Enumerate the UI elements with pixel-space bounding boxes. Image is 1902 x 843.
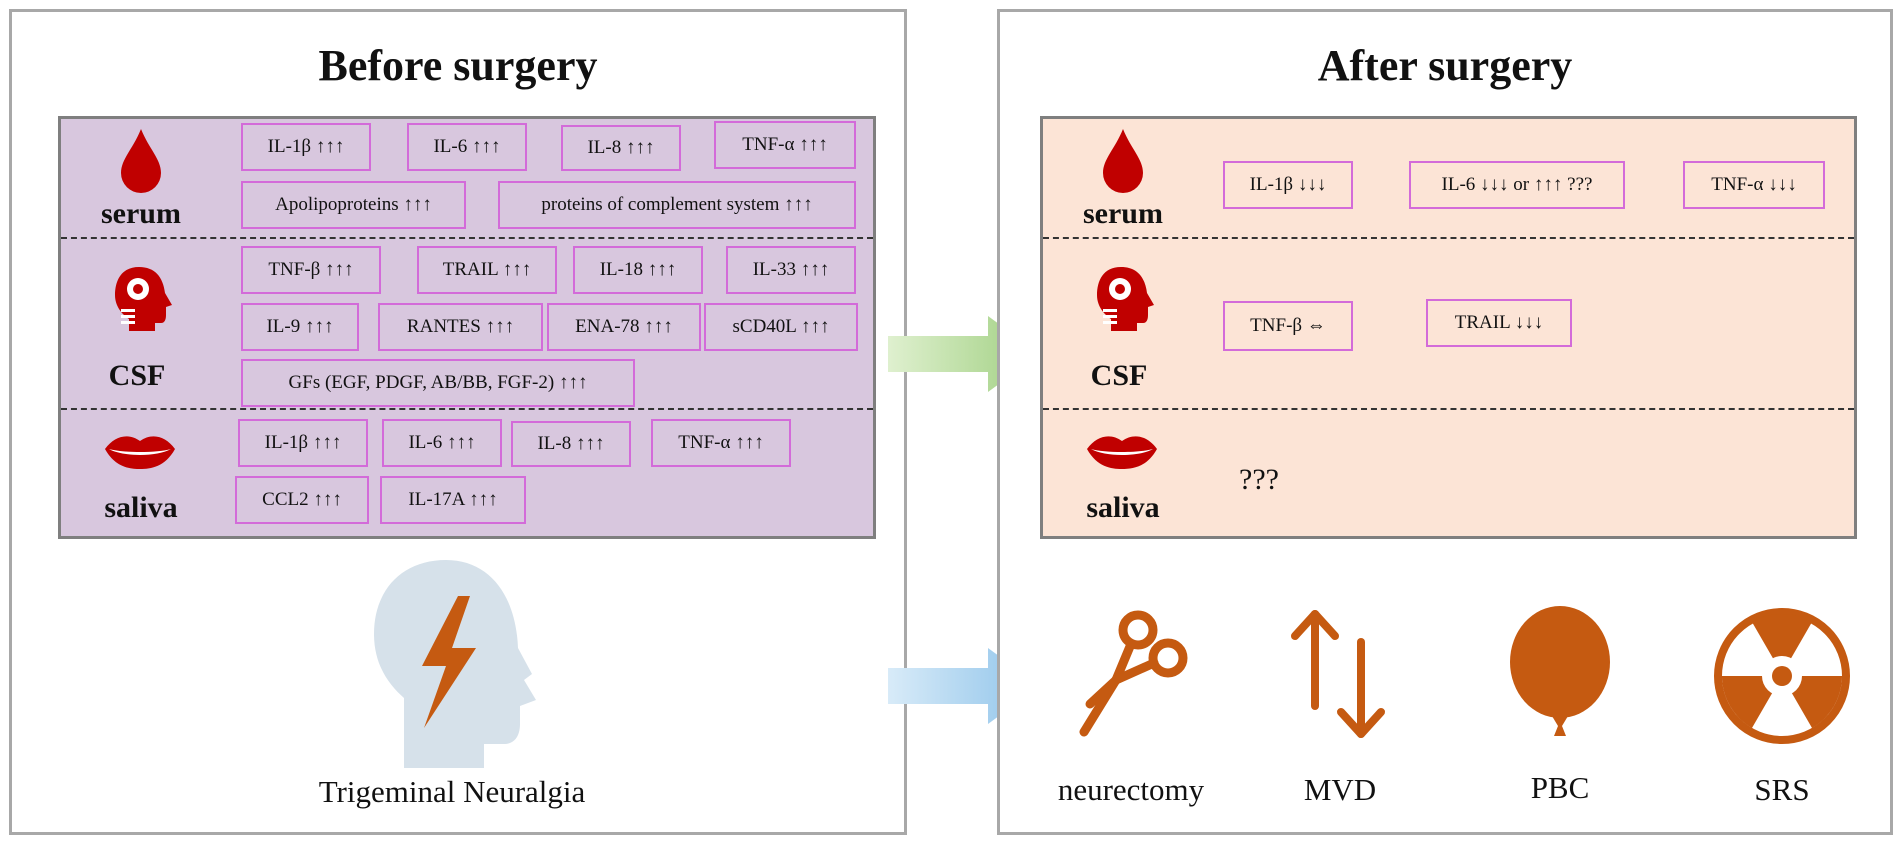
csf-label: CSF <box>1090 359 1148 392</box>
row-divider <box>61 408 873 410</box>
csf-tag: IL-33 ↑↑↑ <box>726 246 856 294</box>
serum-tag: TNF-α ↑↑↑ <box>714 121 856 169</box>
before-surgery-panel: Before surgery serum IL-1β ↑↑↑ IL-6 ↑↑↑ … <box>9 9 907 835</box>
serum-tag: IL-1β ↓↓↓ <box>1223 161 1353 209</box>
csf-tag: ENA-78 ↑↑↑ <box>547 303 701 351</box>
head-icon <box>115 267 172 331</box>
csf-tag: TRAIL ↓↓↓ <box>1426 299 1572 347</box>
saliva-tag: IL-6 ↑↑↑ <box>382 419 502 467</box>
condition-label: Trigeminal Neuralgia <box>318 774 586 809</box>
scissors-icon <box>1079 610 1188 737</box>
csf-tag: IL-9 ↑↑↑ <box>241 303 359 351</box>
serum-tag: Apolipoproteins ↑↑↑ <box>241 181 466 229</box>
row-divider <box>61 237 873 239</box>
procedure-label: SRS <box>1754 772 1810 807</box>
saliva-unknown: ??? <box>1239 463 1279 496</box>
csf-tag: IL-18 ↑↑↑ <box>573 246 703 294</box>
before-title: Before surgery <box>318 41 598 90</box>
serum-tag: TNF-α ↓↓↓ <box>1683 161 1825 209</box>
row-divider <box>1043 408 1854 410</box>
after-biomarker-table: serum IL-1β ↓↓↓ IL-6 ↓↓↓ or ↑↑↑ ??? TNF-… <box>1040 116 1857 539</box>
csf-tag: TNF-β ⇔ <box>1223 301 1353 351</box>
saliva-tag: TNF-α ↑↑↑ <box>651 419 791 467</box>
lips-icon <box>105 436 175 469</box>
csf-tag: RANTES ↑↑↑ <box>378 303 543 351</box>
serum-tag: IL-1β ↑↑↑ <box>241 123 371 171</box>
radiation-icon <box>1714 608 1850 744</box>
before-biomarker-table: serum IL-1β ↑↑↑ IL-6 ↑↑↑ IL-8 ↑↑↑ TNF-α … <box>58 116 876 539</box>
saliva-label: saliva <box>104 491 178 524</box>
serum-label: serum <box>1083 197 1163 230</box>
saliva-label: saliva <box>1086 491 1160 524</box>
procedure-label: neurectomy <box>1057 772 1205 807</box>
blood-drop-icon <box>1103 129 1143 193</box>
procedure-label: MVD <box>1303 772 1377 807</box>
head-lightning-icon <box>374 560 536 768</box>
serum-tag: IL-6 ↓↓↓ or ↑↑↑ ??? <box>1409 161 1625 209</box>
serum-tag: IL-8 ↑↑↑ <box>561 125 681 171</box>
up-down-arrows-icon <box>1291 610 1385 738</box>
balloon-icon <box>1510 606 1610 736</box>
saliva-tag: IL-1β ↑↑↑ <box>238 419 368 467</box>
saliva-tag: CCL2 ↑↑↑ <box>235 476 369 524</box>
after-title: After surgery <box>1317 41 1573 90</box>
saliva-tag: IL-8 ↑↑↑ <box>511 421 631 467</box>
saliva-tag: IL-17A ↑↑↑ <box>380 476 526 524</box>
lips-icon <box>1087 436 1157 469</box>
after-surgery-panel: After surgery serum IL-1β ↓↓↓ IL-6 ↓↓↓ o… <box>997 9 1893 835</box>
head-icon <box>1097 267 1154 331</box>
serum-tag: IL-6 ↑↑↑ <box>407 123 527 171</box>
blood-drop-icon <box>121 129 161 193</box>
csf-tag: GFs (EGF, PDGF, AB/BB, FGF-2) ↑↑↑ <box>241 359 635 407</box>
row-divider <box>1043 237 1854 239</box>
csf-tag: TNF-β ↑↑↑ <box>241 246 381 294</box>
procedure-label: PBC <box>1530 770 1590 805</box>
csf-label: CSF <box>108 359 166 392</box>
csf-tag: sCD40L ↑↑↑ <box>704 303 858 351</box>
serum-tag: proteins of complement system ↑↑↑ <box>498 181 856 229</box>
serum-label: serum <box>101 197 181 230</box>
csf-tag: TRAIL ↑↑↑ <box>417 246 557 294</box>
